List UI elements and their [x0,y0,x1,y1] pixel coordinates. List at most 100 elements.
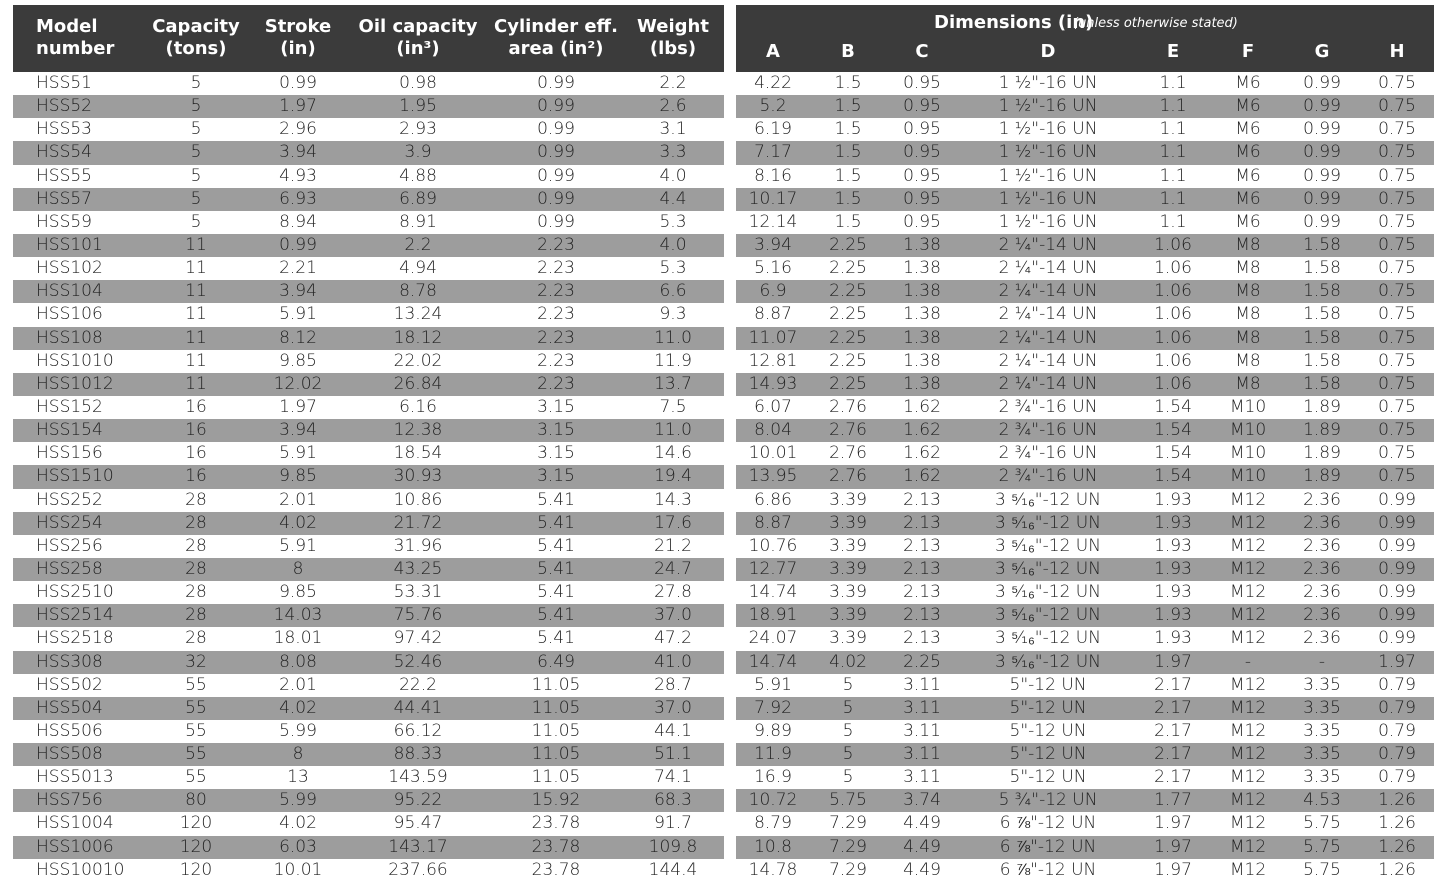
cell: 6.6 [659,281,687,302]
cell: 2.13 [903,512,941,533]
cell: 28 [185,535,207,556]
cell: 10.8 [754,836,792,857]
cell: M12 [1229,535,1267,556]
cell: 30.93 [393,466,443,487]
cell: 1.97 [1154,813,1192,834]
cell: 91.7 [654,813,692,834]
cell: 80 [185,790,207,811]
row [736,766,1434,790]
cell: 0.99 [537,165,575,186]
cell: M12 [1229,674,1267,695]
cell: 5.41 [537,535,575,556]
cell: 7.5 [659,396,687,417]
column-header: Model [36,16,98,37]
cell: 3.74 [903,790,941,811]
cell: M8 [1235,281,1261,302]
cell: 47.2 [654,628,692,649]
cell: 28 [185,489,207,510]
row [13,349,724,373]
cell: 5 [842,767,854,788]
cell: 5 [842,720,854,741]
cell: 7.92 [754,697,792,718]
cell: 5"-12 UN [1009,767,1087,788]
cell: 6.07 [754,396,792,417]
cell: 5"-12 UN [1009,697,1087,718]
cell: 11 [185,281,207,302]
row [736,812,1434,836]
cell: 2.23 [537,327,575,348]
cell: 1 ½"-16 UN [998,73,1098,93]
cell: 1.26 [1378,813,1416,834]
cell: 9.3 [659,304,687,325]
cell: 5.91 [754,674,792,695]
row-shaded [736,557,1434,582]
cell: 0.99 [537,142,575,163]
cell: M12 [1229,744,1267,765]
cell: 5"-12 UN [1009,720,1087,741]
row-shaded [13,650,724,674]
cell: 1.26 [1378,836,1416,857]
cell: 21.72 [393,512,443,533]
row [736,257,1434,281]
cell: HSS502 [36,674,103,695]
row [736,858,1434,882]
cell: 5 [842,697,854,718]
row [736,72,1434,96]
cell: 1.62 [903,420,941,441]
cell: 0.99 [537,96,575,117]
cell: 3.39 [829,605,867,626]
cell: 2.25 [903,651,941,672]
cell: 14.03 [273,605,323,626]
cell: 3.11 [903,744,941,765]
cell: M6 [1235,96,1261,117]
cell: 1 ½"-16 UN [998,142,1098,163]
cell: 6.89 [399,188,437,209]
column-header: H [1389,41,1405,62]
cell: 3.94 [279,142,317,163]
cell: M8 [1235,350,1261,371]
cell: 1.77 [1154,790,1192,811]
cell: 3.1 [659,119,687,140]
cell: 31.96 [393,535,443,556]
row [13,395,724,420]
cell: 8 [292,744,304,765]
row [13,581,724,605]
row [13,766,724,790]
row [13,534,724,558]
cell: 8.04 [754,420,792,441]
cell: 2.25 [829,281,867,302]
cell: 5.75 [1303,859,1341,880]
cell: 2.23 [537,281,575,302]
cell: 4.49 [903,859,941,880]
cell: 1.54 [1154,420,1192,441]
row-shaded [13,187,724,211]
cell: 4.94 [399,258,437,279]
cell: 1.1 [1159,73,1187,93]
cell: HSS1510 [36,466,114,487]
cell: 1.06 [1154,258,1192,279]
cell: HSS55 [36,165,92,186]
cell: 2.17 [1154,720,1192,741]
cell: 3.35 [1303,744,1341,765]
cell: HSS504 [36,697,103,718]
column-header: E [1166,41,1180,62]
cell: HSS1010 [36,350,114,371]
cell: 0.95 [903,119,941,140]
cell: 18.91 [748,605,798,626]
cell: 3.94 [279,420,317,441]
cell: 0.75 [1378,165,1416,186]
cell: M8 [1235,373,1261,394]
cell: 21.2 [654,535,692,556]
cell: 120 [179,813,213,834]
cell: 144.4 [648,859,698,880]
cell: 0.75 [1378,119,1416,140]
dimensions-subtitle: (unless otherwise stated) [1073,16,1238,31]
cell: 1.97 [1154,651,1192,672]
cell: 22.2 [399,674,437,695]
cell: 0.99 [279,234,317,255]
cell: 28 [185,512,207,533]
column-header: F [1241,41,1255,62]
cell: 12.81 [748,350,798,371]
cell: 0.99 [537,211,575,232]
cell: 23.78 [531,859,581,880]
